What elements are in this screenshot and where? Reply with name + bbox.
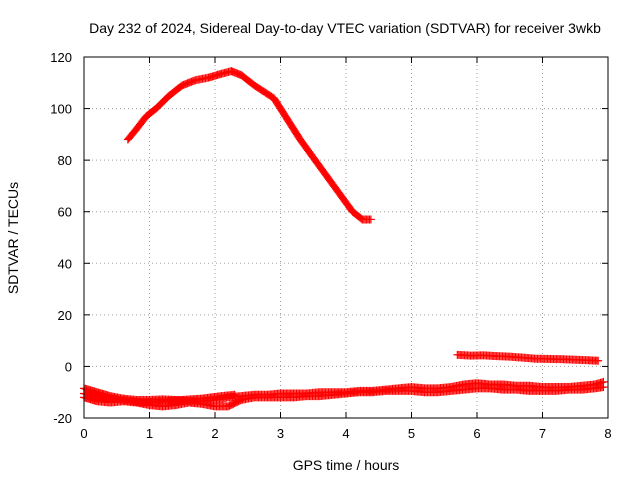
x-tick-label: 6 — [473, 426, 480, 441]
y-axis-label: SDTVAR / TECUs — [5, 182, 21, 294]
data-point — [594, 356, 603, 365]
y-tick-label: 80 — [58, 153, 72, 168]
x-axis-label: GPS time / hours — [293, 457, 400, 473]
grid-lines — [84, 57, 608, 418]
y-tick-label: 60 — [58, 205, 72, 220]
data-point — [230, 390, 239, 399]
x-tick-label: 8 — [604, 426, 611, 441]
y-tick-label: 100 — [50, 102, 72, 117]
series-arc-low-3 — [80, 389, 239, 407]
data-point — [366, 215, 375, 224]
y-tick-label: 20 — [58, 308, 72, 323]
y-tick-label: 0 — [65, 359, 72, 374]
y-tick-label: -20 — [53, 411, 72, 426]
data-point — [599, 383, 608, 392]
x-tick-label: 5 — [408, 426, 415, 441]
y-tick-label: 40 — [58, 256, 72, 271]
data-series — [80, 67, 608, 411]
x-tick-label: 7 — [539, 426, 546, 441]
x-tick-label: 3 — [277, 426, 284, 441]
x-tick-label: 2 — [211, 426, 218, 441]
axis-ticks: 0 1 2 3 4 5 6 7 8 -20 0 20 40 60 80 100 120 — [50, 50, 611, 441]
chart-title: Day 232 of 2024, Sidereal Day-to-day VTE… — [89, 20, 601, 36]
x-tick-label: 0 — [80, 426, 87, 441]
y-tick-label: 120 — [50, 50, 72, 65]
series-arc-high — [123, 67, 375, 224]
series-arc-mid — [453, 350, 603, 365]
x-tick-label: 1 — [146, 426, 153, 441]
x-tick-label: 4 — [342, 426, 349, 441]
